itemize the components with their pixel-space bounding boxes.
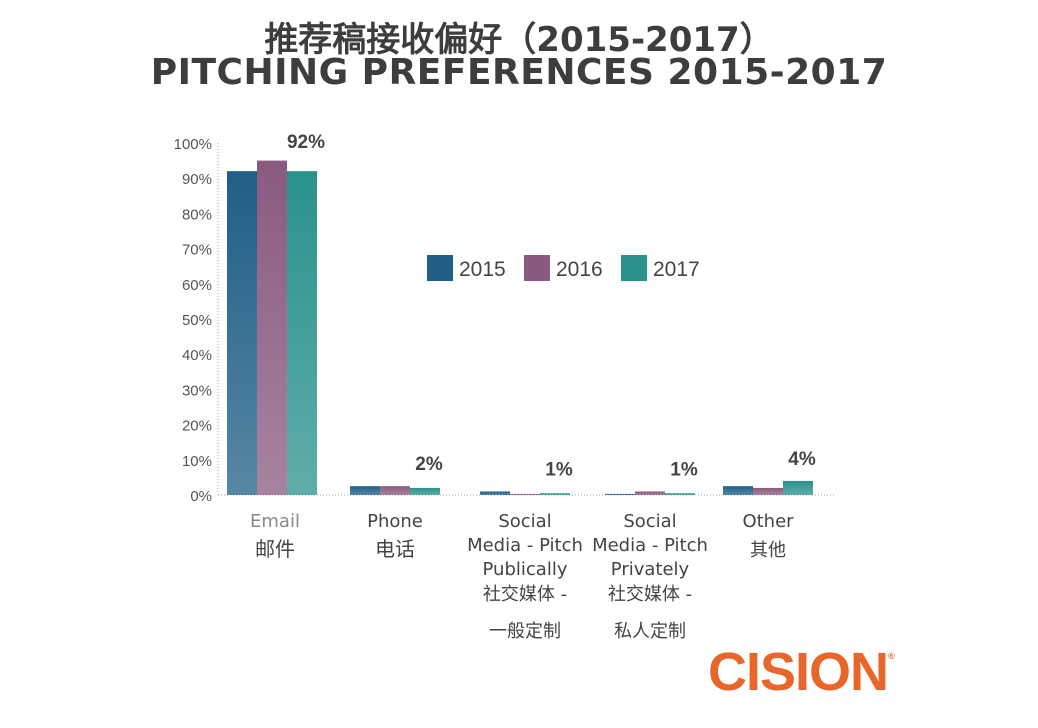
legend-swatch-2016 [524,255,550,281]
chart-title: 推荐稿接收偏好（2015-2017） [264,20,774,60]
x-category-label: 电话 [375,537,415,561]
bar-2015 [723,486,753,495]
x-category-label: 其他 [750,540,786,561]
x-category-label: Social [623,511,676,532]
y-tick-label: 80% [182,206,212,223]
bar-2017 [410,487,440,495]
logo-mark: ® [888,651,895,661]
y-tick-label: 100% [174,136,212,153]
y-tick-label: 10% [182,453,212,470]
logo-text: CISION [708,642,889,702]
bar-2017 [665,493,695,495]
y-tick-label: 40% [182,347,212,364]
x-category-label: 私人定制 [614,621,686,642]
bar-2016 [380,486,410,495]
x-category-label: 社交媒体 - [483,584,567,605]
x-category-label: Media - Pitch [592,535,708,556]
bar-2015 [605,493,635,495]
legend-label: 2015 [459,258,506,281]
data-label: 2% [415,454,443,475]
legend-swatch-2015 [427,255,453,281]
bar-2016 [257,160,287,495]
bar-2015 [480,491,510,495]
bar-2016 [510,493,540,495]
x-category-label: Media - Pitch [467,535,583,556]
data-label: 92% [287,132,325,153]
x-category-label: 社交媒体 - [608,584,692,605]
x-category-label: Phone [367,511,423,532]
chart-subtitle: PITCHING PREFERENCES 2015-2017 [150,52,888,93]
bar-2017 [783,480,813,495]
data-label: 1% [545,459,573,480]
bar-2017 [287,171,317,495]
cision-logo: CISION® [708,641,895,703]
y-tick-label: 90% [182,171,212,188]
x-category-label: Other [742,511,794,532]
y-tick-label: 70% [182,242,212,259]
bar-2016 [635,491,665,495]
bar-2015 [227,171,257,495]
y-tick-label: 20% [182,418,212,435]
x-category-label: 邮件 [255,537,295,561]
data-label: 4% [788,449,816,470]
y-tick-label: 0% [190,488,212,505]
legend-label: 2016 [556,258,603,281]
y-tick-label: 50% [182,312,212,329]
bar-2015 [350,486,380,495]
x-category-label: Publically [483,559,568,580]
legend-label: 2017 [653,258,700,281]
legend-swatch-2017 [621,255,647,281]
x-category-label: Privately [611,559,690,580]
bar-2017 [540,493,570,495]
data-label: 1% [670,459,698,480]
y-tick-label: 30% [182,382,212,399]
x-category-label: Social [498,511,551,532]
x-category-label: 一般定制 [489,621,561,642]
x-category-label: Email [250,511,300,532]
y-tick-label: 60% [182,277,212,294]
bar-2016 [753,487,783,495]
